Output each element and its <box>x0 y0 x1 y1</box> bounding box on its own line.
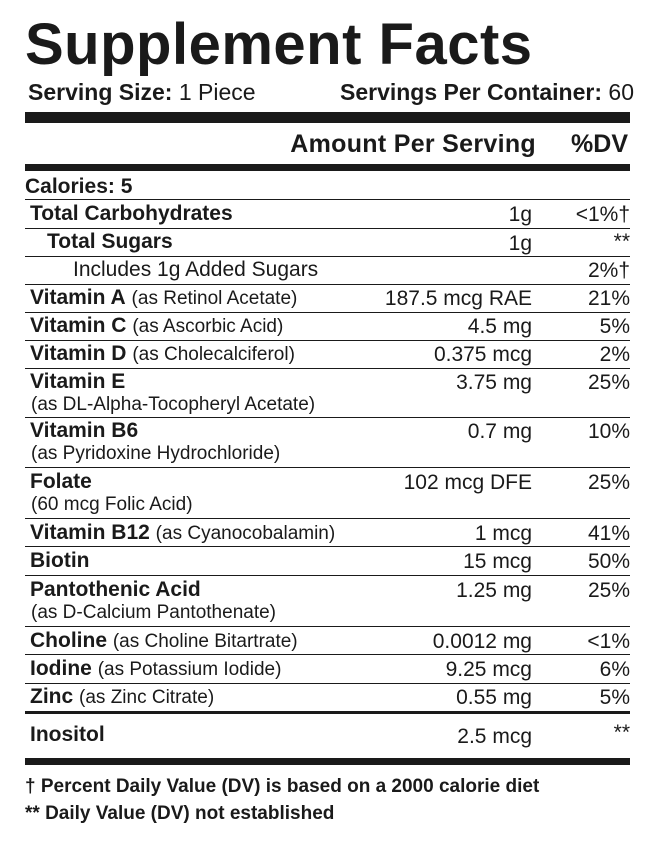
nutrient-dv: 10% <box>587 420 630 443</box>
nutrient-amount: 0.55 mg <box>456 686 532 709</box>
nutrient-name: Inositol <box>30 723 105 746</box>
nutrient-name: Choline <box>30 629 107 652</box>
nutrient-row: Vitamin B6 (as Pyridoxine Hydrochloride)… <box>25 418 630 468</box>
footnote-not-established: ** Daily Value (DV) not established <box>25 803 335 824</box>
nutrient-amount: 1.25 mg <box>456 579 532 602</box>
nutrient-source: (as Choline Bitartrate) <box>112 631 298 652</box>
nutrient-dv: 50% <box>587 550 630 573</box>
nutrient-name: Vitamin A <box>30 286 126 309</box>
nutrient-amount: 102 mcg DFE <box>403 471 532 494</box>
serving-info: Serving Size: 1 Piece Servings Per Conta… <box>28 76 634 108</box>
calories-row: Calories: 5 <box>25 173 630 200</box>
nutrient-row: Total Sugars 1g ** <box>25 229 630 257</box>
nutrient-row: Vitamin A (as Retinol Acetate) 187.5 mcg… <box>25 285 630 313</box>
nutrient-row: Vitamin E (as DL-Alpha-Tocopheryl Acetat… <box>25 369 630 418</box>
nutrient-dv: ** <box>613 721 630 744</box>
nutrient-dv: 5% <box>599 315 630 338</box>
nutrient-dv: <1%† <box>575 203 630 226</box>
nutrient-source: (as D-Calcium Pantothenate) <box>31 602 276 623</box>
amount-per-serving-label: Amount Per Serving <box>290 130 536 158</box>
nutrient-amount: 187.5 mcg RAE <box>384 287 532 310</box>
nutrient-name: Vitamin B6 <box>30 419 139 442</box>
nutrient-amount: 9.25 mcg <box>445 658 532 681</box>
nutrient-row: Choline (as Choline Bitartrate) 0.0012 m… <box>25 627 630 655</box>
nutrient-source: (as Potassium Iodide) <box>97 659 282 680</box>
nutrient-amount: 1g <box>508 232 532 255</box>
nutrient-dv: 2%† <box>587 259 630 282</box>
nutrient-amount: 1g <box>508 203 532 226</box>
nutrient-dv: 2% <box>599 343 630 366</box>
nutrient-name: Total Carbohydrates <box>30 202 233 225</box>
nutrient-name: Biotin <box>30 549 90 572</box>
nutrient-row: Pantothenic Acid (as D-Calcium Pantothen… <box>25 576 630 627</box>
nutrient-name: Pantothenic Acid <box>30 578 201 601</box>
nutrient-name: Zinc <box>30 685 74 708</box>
nutrient-row: Inositol 2.5 mcg ** <box>25 721 630 755</box>
nutrient-row: Biotin 15 mcg 50% <box>25 547 630 576</box>
nutrient-dv: ** <box>613 230 630 253</box>
nutrient-row: Vitamin D (as Cholecalciferol) 0.375 mcg… <box>25 341 630 369</box>
nutrient-amount: 0.7 mg <box>467 420 532 443</box>
nutrient-dv: <1% <box>587 630 630 653</box>
nutrient-amount: 2.5 mcg <box>457 725 532 748</box>
servings-per-container-label: Servings Per Container: <box>339 79 603 105</box>
nutrient-row: Includes 1g Added Sugars 2%† <box>25 257 630 285</box>
amount-per-serving-header: Amount Per Serving %DV <box>25 126 628 162</box>
nutrient-name: Iodine <box>30 657 92 680</box>
footnote-dv: † Percent Daily Value (DV) is based on a… <box>25 776 540 797</box>
nutrient-source: (as Pyridoxine Hydrochloride) <box>31 443 281 464</box>
nutrient-source: (as Cyanocobalamin) <box>155 523 336 544</box>
nutrient-dv: 25% <box>587 579 630 602</box>
nutrient-name: Vitamin C <box>30 314 127 337</box>
panel-title: Supplement Facts <box>25 12 533 77</box>
nutrient-amount: 3.75 mg <box>456 371 532 394</box>
nutrient-row: Total Carbohydrates 1g <1%† <box>25 200 630 229</box>
nutrient-dv: 25% <box>587 371 630 394</box>
servings-per-container: Servings Per Container: 60 <box>340 76 634 108</box>
nutrient-dv: 5% <box>599 686 630 709</box>
nutrient-amount: 1 mcg <box>474 522 532 545</box>
nutrient-row: Zinc (as Zinc Citrate) 0.55 mg 5% <box>25 684 630 714</box>
nutrient-dv: 41% <box>587 522 630 545</box>
nutrient-name: Folate <box>30 470 92 493</box>
serving-size-label: Serving Size: <box>28 79 173 105</box>
nutrient-name: Total Sugars <box>47 230 173 253</box>
nutrient-amount: 0.375 mcg <box>433 343 532 366</box>
nutrient-amount: 4.5 mg <box>467 315 532 338</box>
nutrient-row: Iodine (as Potassium Iodide) 9.25 mcg 6% <box>25 655 630 684</box>
nutrient-source: (as Ascorbic Acid) <box>132 316 284 337</box>
nutrient-source: (as Cholecalciferol) <box>132 344 295 365</box>
nutrient-dv: 6% <box>599 658 630 681</box>
divider-bottom <box>25 758 630 765</box>
nutrient-name: Vitamin D <box>30 342 127 365</box>
serving-size-value: 1 Piece <box>178 79 256 105</box>
nutrient-row: Folate (60 mcg Folic Acid) 102 mcg DFE 2… <box>25 468 630 519</box>
nutrient-name: Vitamin B12 <box>30 521 150 544</box>
nutrient-name: Includes 1g Added Sugars <box>73 258 319 281</box>
dv-header-label: %DV <box>571 130 628 158</box>
serving-size: Serving Size: 1 Piece <box>28 76 256 108</box>
calories-label: Calories: 5 <box>25 175 133 198</box>
nutrient-source: (60 mcg Folic Acid) <box>31 494 193 515</box>
divider-medium <box>25 164 630 171</box>
nutrient-source: (as Zinc Citrate) <box>79 687 215 708</box>
servings-per-container-value: 60 <box>608 79 634 105</box>
nutrient-row: Vitamin C (as Ascorbic Acid) 4.5 mg 5% <box>25 313 630 341</box>
divider-thick <box>25 112 630 123</box>
nutrient-dv: 21% <box>587 287 630 310</box>
nutrient-dv: 25% <box>587 471 630 494</box>
nutrient-amount: 0.0012 mg <box>432 630 532 653</box>
nutrient-source: (as Retinol Acetate) <box>131 288 298 309</box>
nutrient-name: Vitamin E <box>30 370 126 393</box>
nutrient-amount: 15 mcg <box>463 550 532 573</box>
nutrient-source: (as DL-Alpha-Tocopheryl Acetate) <box>31 394 316 415</box>
nutrient-row: Vitamin B12 (as Cyanocobalamin) 1 mcg 41… <box>25 519 630 547</box>
